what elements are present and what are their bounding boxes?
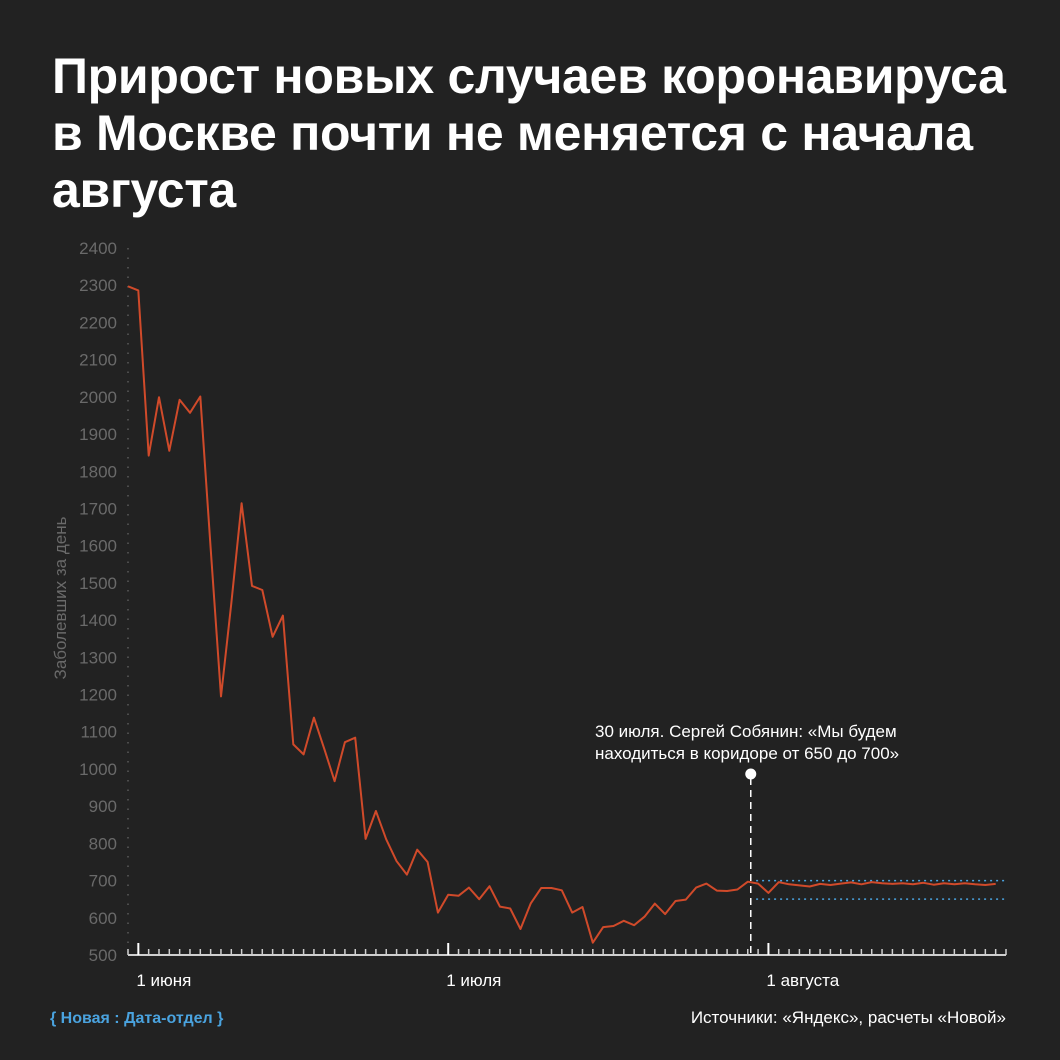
y-tick-label: 1900: [79, 425, 117, 444]
y-tick-label: 1300: [79, 648, 117, 667]
y-tick-label: 2300: [79, 276, 117, 295]
y-tick-label: 2000: [79, 388, 117, 407]
y-tick-label: 1600: [79, 537, 117, 556]
source-label: Источники: «Яндекс», расчеты «Новой»: [690, 1008, 1006, 1027]
chart-title: Прирост новых случаев коронавируса в Мос…: [52, 48, 1006, 218]
y-tick-label: 700: [89, 872, 117, 891]
y-axis-title: Заболевших за день: [51, 516, 70, 679]
y-tick-label: 2400: [79, 239, 117, 258]
y-tick-label: 1200: [79, 686, 117, 705]
y-tick-label: 600: [89, 909, 117, 928]
y-tick-label: 2200: [79, 313, 117, 332]
annotation-text-1: 30 июля. Сергей Собянин: «Мы будем: [595, 722, 897, 741]
series-layer: [127, 285, 996, 944]
x-tick-label: 1 июня: [136, 971, 191, 990]
brand-label: { Новая : Дата-отдел }: [50, 1010, 224, 1027]
y-tick-label: 2100: [79, 351, 117, 370]
y-tick-label: 500: [89, 946, 117, 965]
y-tick-label: 1700: [79, 499, 117, 518]
annotation: 30 июля. Сергей Собянин: «Мы будем находи…: [595, 722, 899, 955]
axes: 1 июня 1 июля 1 августа 500 600 700 800 900 1000…: [79, 239, 1007, 990]
y-tick-label: 1100: [80, 723, 117, 742]
annotation-text-2: находиться в коридоре от 650 до 700»: [595, 744, 899, 763]
y-tick-label: 800: [89, 834, 117, 853]
y-tick-label: 1500: [79, 574, 117, 593]
y-tick-label: 1400: [79, 611, 117, 630]
x-tick-label: 1 июля: [446, 971, 501, 990]
y-tick-label: 900: [89, 797, 117, 816]
y-tick-label: 1000: [79, 760, 117, 779]
annotation-marker: [745, 768, 757, 780]
x-tick-label: 1 августа: [766, 971, 839, 990]
series-line: [127, 285, 996, 944]
y-tick-label: 1800: [79, 462, 117, 481]
